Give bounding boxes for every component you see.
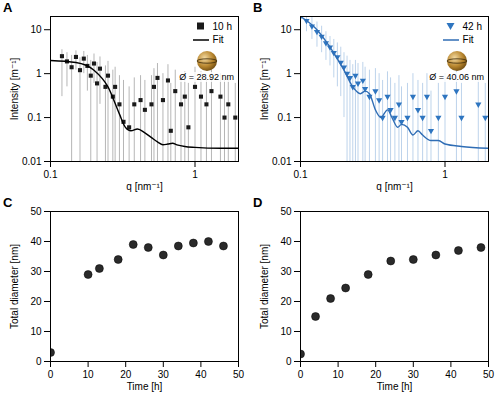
svg-text:0.1: 0.1 — [44, 169, 58, 180]
html-text:42 h: 42 h — [462, 21, 482, 32]
svg-text:50: 50 — [483, 369, 495, 380]
svg-text:30: 30 — [30, 266, 42, 277]
svg-text:10: 10 — [333, 369, 345, 380]
html-text:A: A — [3, 0, 13, 15]
svg-text:Intensity [m⁻¹]: Intensity [m⁻¹] — [9, 58, 20, 121]
svg-text:50: 50 — [280, 206, 292, 217]
svg-text:0: 0 — [36, 356, 42, 367]
svg-text:1: 1 — [36, 68, 42, 79]
svg-text:40: 40 — [280, 236, 292, 247]
html-text:Fit: Fit — [462, 34, 474, 45]
html-text:Ø = 28.92 nm: Ø = 28.92 nm — [179, 72, 234, 82]
html-text:D: D — [253, 195, 263, 210]
svg-text:0.01: 0.01 — [272, 156, 292, 167]
svg-text:0: 0 — [48, 369, 54, 380]
svg-text:0.1: 0.1 — [294, 169, 308, 180]
svg-text:1: 1 — [442, 169, 448, 180]
svg-text:10: 10 — [30, 326, 42, 337]
svg-text:30: 30 — [158, 369, 170, 380]
svg-text:Total diameter [nm]: Total diameter [nm] — [9, 244, 20, 329]
svg-text:10: 10 — [280, 326, 292, 337]
svg-text:0: 0 — [286, 356, 292, 367]
svg-text:10: 10 — [30, 24, 42, 35]
svg-text:30: 30 — [280, 266, 292, 277]
svg-text:20: 20 — [370, 369, 382, 380]
html-text:Fit: Fit — [212, 34, 224, 45]
svg-text:0.01: 0.01 — [22, 156, 42, 167]
svg-text:20: 20 — [280, 296, 292, 307]
html-text:Ø = 40.06 nm: Ø = 40.06 nm — [429, 72, 484, 82]
svg-text:1: 1 — [192, 169, 198, 180]
svg-text:Time [h]: Time [h] — [127, 381, 163, 392]
svg-text:0.1: 0.1 — [278, 112, 292, 123]
svg-text:Intensity [m⁻¹]: Intensity [m⁻¹] — [259, 58, 270, 121]
svg-text:20: 20 — [120, 369, 132, 380]
html-text:B: B — [253, 0, 263, 15]
svg-text:50: 50 — [30, 206, 42, 217]
svg-text:40: 40 — [195, 369, 207, 380]
svg-text:q [nm⁻¹]: q [nm⁻¹] — [126, 181, 163, 192]
svg-text:10: 10 — [83, 369, 95, 380]
svg-text:10: 10 — [280, 24, 292, 35]
html-text:10 h: 10 h — [212, 21, 232, 32]
svg-text:20: 20 — [30, 296, 42, 307]
svg-text:0.1: 0.1 — [28, 112, 42, 123]
svg-text:50: 50 — [233, 369, 245, 380]
svg-text:30: 30 — [408, 369, 420, 380]
svg-text:0: 0 — [298, 369, 304, 380]
html-text:C: C — [3, 195, 13, 210]
svg-text:1: 1 — [286, 68, 292, 79]
svg-text:Time [h]: Time [h] — [377, 381, 413, 392]
svg-text:40: 40 — [30, 236, 42, 247]
svg-text:40: 40 — [445, 369, 457, 380]
svg-text:Total diameter [nm]: Total diameter [nm] — [259, 244, 270, 329]
svg-text:q [nm⁻¹]: q [nm⁻¹] — [376, 181, 413, 192]
